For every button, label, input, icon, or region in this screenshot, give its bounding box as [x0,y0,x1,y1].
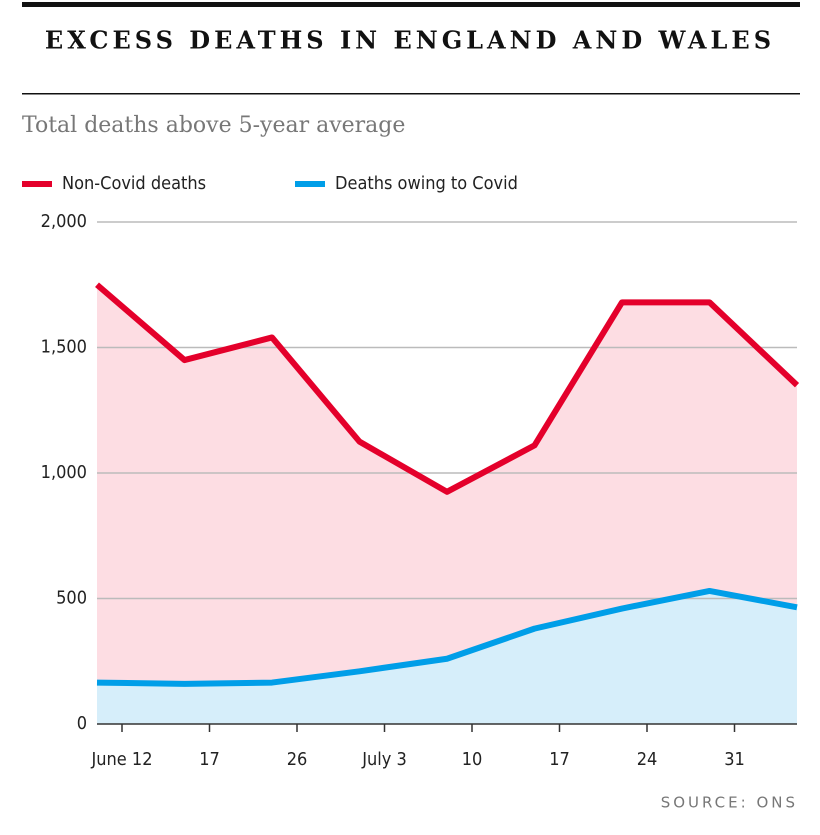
x-tick-label: 17 [549,749,570,770]
y-tick-label: 2,000 [41,211,87,232]
top-rule [22,2,800,7]
x-tick-label: June 12 [90,749,152,770]
chart-title: EXCESS DEATHS IN ENGLAND AND WALES [45,26,775,55]
x-tick-label: 26 [287,749,308,770]
x-tick-label: 10 [462,749,483,770]
area [97,590,797,724]
x-tick-label: 17 [199,749,220,770]
y-tick-label: 1,500 [41,337,87,358]
source: SOURCE: ONS [661,794,798,812]
y-tick-label: 0 [77,713,87,734]
x-tick-label: July 3 [361,749,407,770]
x-tick-label: 31 [724,749,745,770]
title-rule [22,93,800,95]
legend-label: Non-Covid deaths [62,173,206,194]
y-tick-label: 500 [56,588,87,609]
legend-label: Deaths owing to Covid [335,173,518,194]
line [95,282,800,495]
y-tick-label: 1,000 [41,462,87,483]
line [96,587,798,687]
x-tick-label: 24 [637,749,658,770]
subtitle: Total deaths above 5-year average [22,113,405,138]
